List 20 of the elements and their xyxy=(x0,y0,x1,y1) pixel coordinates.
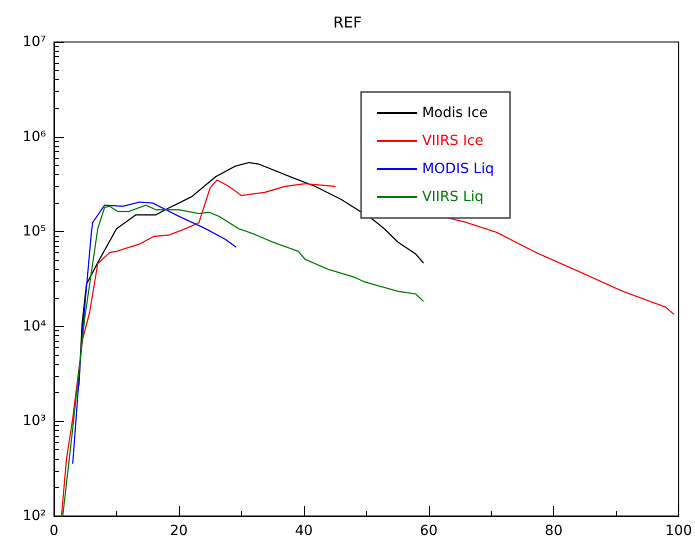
line-series xyxy=(72,201,236,464)
legend-label: Modis Ice xyxy=(422,105,488,121)
x-tick-label: 100 xyxy=(665,523,692,538)
y-tick-label: 10⁴ xyxy=(22,318,46,334)
chart-title: REF xyxy=(333,14,362,32)
y-tick-label: 10³ xyxy=(22,413,46,430)
line-series xyxy=(62,204,424,517)
x-tick-label: 20 xyxy=(170,523,188,538)
x-tick-label: 60 xyxy=(420,523,438,538)
legend-label: VIIRS Ice xyxy=(422,133,484,149)
line-series xyxy=(78,162,424,386)
x-tick-label: 80 xyxy=(544,523,563,538)
legend-label: MODIS Liq xyxy=(422,161,494,177)
x-tick-label: 0 xyxy=(50,523,58,538)
y-tick-label: 10⁶ xyxy=(22,128,46,145)
x-tick-label: 40 xyxy=(294,523,313,538)
y-tick-label: 10⁵ xyxy=(22,224,46,240)
y-tick-label: 10² xyxy=(22,508,46,524)
legend-label: VIIRS Liq xyxy=(422,189,484,205)
y-tick-label: 10⁷ xyxy=(22,34,46,50)
